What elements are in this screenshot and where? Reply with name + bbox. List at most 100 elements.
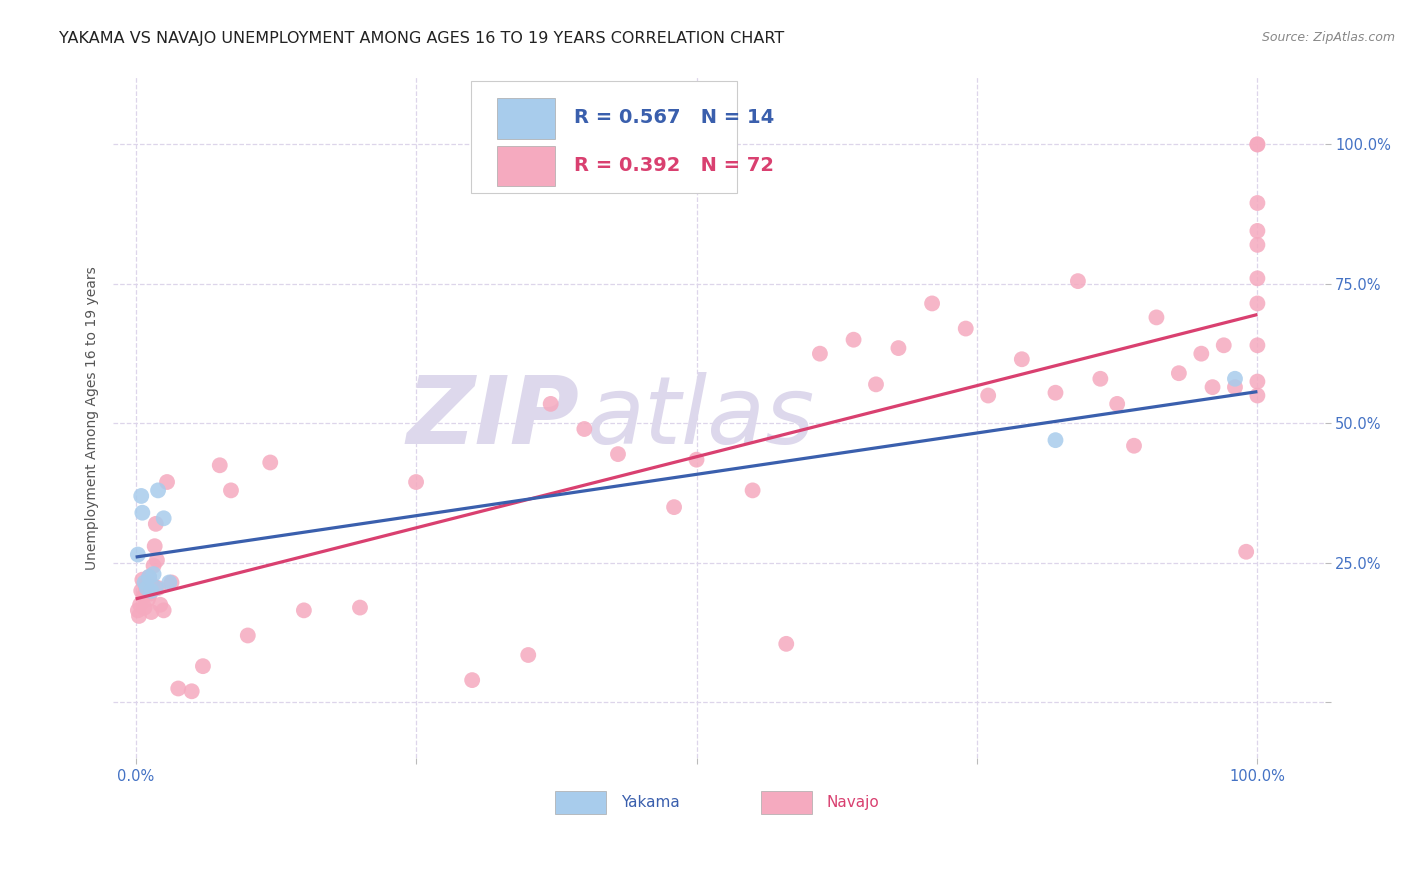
Point (775, 637, 797, 651)
Point (685, 452, 707, 467)
Y-axis label: Unemployment Among Ages 16 to 19 years: Unemployment Among Ages 16 to 19 years (86, 266, 100, 570)
Point (135, 575, 157, 590)
Point (219, 483, 242, 498)
Point (292, 603, 315, 617)
Point (131, 506, 153, 520)
Point (842, 333, 865, 347)
Point (142, 558, 165, 573)
Point (1246, 196, 1268, 211)
Point (259, 455, 281, 469)
Point (141, 605, 163, 619)
Point (540, 397, 562, 411)
Point (129, 583, 152, 598)
Point (1201, 380, 1223, 394)
FancyBboxPatch shape (762, 791, 813, 814)
Point (1246, 296, 1268, 310)
Text: Yakama: Yakama (621, 795, 679, 810)
Point (1223, 372, 1246, 386)
Point (865, 377, 887, 392)
Point (157, 575, 180, 590)
FancyBboxPatch shape (471, 81, 737, 194)
Point (1246, 338, 1268, 352)
Point (141, 583, 163, 598)
Point (128, 609, 150, 624)
Point (208, 458, 231, 473)
Text: Navajo: Navajo (827, 795, 880, 810)
Point (236, 628, 259, 642)
Text: R = 0.567   N = 14: R = 0.567 N = 14 (574, 108, 773, 127)
Text: atlas: atlas (586, 372, 814, 463)
Point (141, 578, 163, 592)
Point (1107, 397, 1129, 411)
Point (129, 489, 152, 503)
Point (1146, 310, 1168, 325)
Point (135, 581, 157, 595)
Point (1189, 346, 1212, 360)
Point (1246, 375, 1268, 389)
Point (1246, 237, 1268, 252)
Text: YAKAMA VS NAVAJO UNEMPLOYMENT AMONG AGES 16 TO 19 YEARS CORRELATION CHART: YAKAMA VS NAVAJO UNEMPLOYMENT AMONG AGES… (59, 31, 785, 46)
Point (138, 570, 160, 584)
Point (1090, 372, 1112, 386)
FancyBboxPatch shape (555, 791, 606, 814)
Point (1223, 380, 1246, 394)
Point (149, 598, 172, 612)
Text: Source: ZipAtlas.com: Source: ZipAtlas.com (1261, 31, 1395, 45)
Point (142, 567, 165, 582)
Point (1246, 388, 1268, 402)
Text: ZIP: ZIP (406, 372, 579, 464)
Point (160, 575, 183, 590)
Point (887, 341, 910, 355)
Point (138, 570, 160, 584)
Point (127, 603, 149, 617)
Point (132, 590, 155, 604)
Point (136, 592, 159, 607)
Point (662, 500, 685, 515)
Point (134, 575, 156, 590)
Point (607, 447, 630, 461)
Point (135, 581, 157, 595)
FancyBboxPatch shape (498, 98, 555, 139)
Point (191, 659, 214, 673)
Point (1167, 366, 1189, 380)
Point (143, 539, 166, 553)
Point (1067, 274, 1090, 288)
Point (1045, 433, 1067, 447)
Point (1011, 352, 1033, 367)
Point (152, 603, 174, 617)
Point (180, 684, 202, 698)
FancyBboxPatch shape (498, 145, 555, 186)
Point (405, 475, 427, 489)
Text: R = 0.392   N = 72: R = 0.392 N = 72 (574, 156, 773, 176)
Point (152, 511, 174, 525)
Point (145, 516, 167, 531)
Point (146, 553, 169, 567)
Point (349, 600, 371, 615)
Point (1212, 338, 1234, 352)
Point (156, 475, 179, 489)
Point (808, 346, 831, 360)
Point (955, 321, 977, 335)
Point (145, 581, 167, 595)
Point (574, 422, 596, 436)
Point (517, 648, 540, 662)
Point (977, 388, 1000, 402)
Point (1045, 385, 1067, 400)
Point (461, 673, 484, 687)
Point (131, 573, 153, 587)
Point (921, 296, 943, 310)
Point (139, 586, 162, 600)
Point (1246, 137, 1268, 152)
Point (146, 483, 169, 498)
Point (1246, 137, 1268, 152)
Point (146, 581, 169, 595)
Point (129, 598, 152, 612)
Point (134, 600, 156, 615)
Point (127, 548, 149, 562)
Point (1123, 439, 1146, 453)
Point (1234, 545, 1257, 559)
Point (1246, 224, 1268, 238)
Point (167, 681, 190, 696)
Point (741, 483, 763, 498)
Point (1246, 271, 1268, 285)
